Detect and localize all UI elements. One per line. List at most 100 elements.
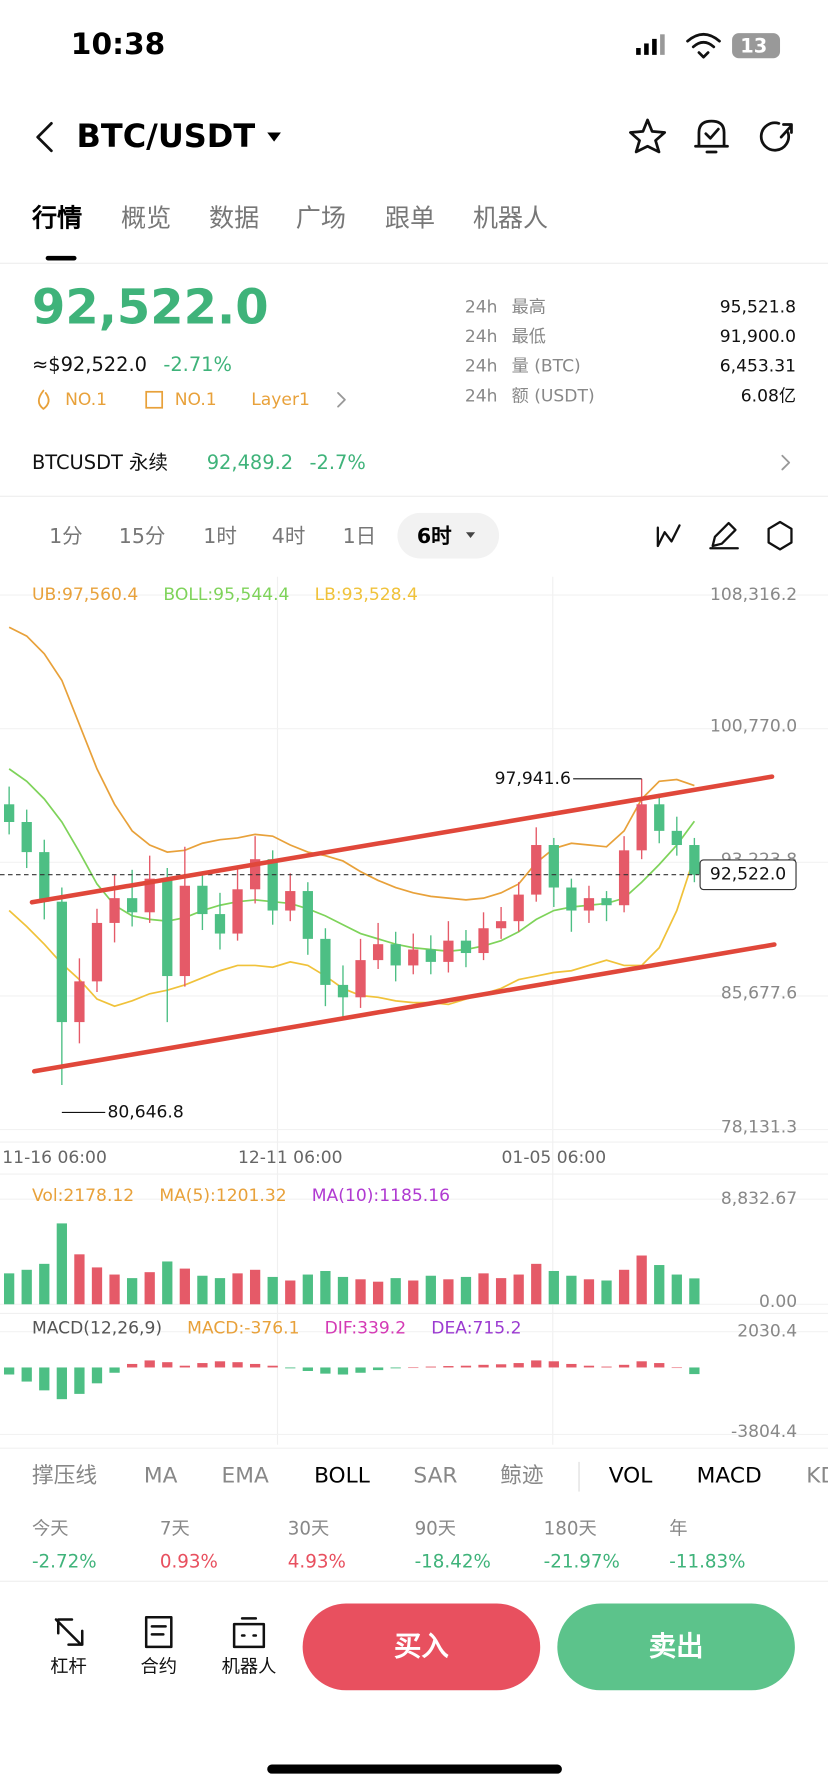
interval[interactable]: 15分 (119, 524, 166, 548)
tab[interactable]: 行情 (31, 203, 82, 232)
contract-icon[interactable] (144, 1615, 173, 1649)
interval[interactable]: 1日 (343, 524, 377, 548)
indicator[interactable]: KD (806, 1464, 828, 1489)
candle-body (460, 940, 472, 954)
share[interactable] (759, 121, 793, 152)
indicator[interactable]: BOLL (314, 1464, 370, 1489)
favorite[interactable] (629, 118, 667, 154)
perf-period: 30天 (288, 1518, 330, 1539)
candle-body (355, 960, 366, 998)
tabs: 行情 概览 数据 广场 跟单 机器人 (31, 203, 548, 232)
volume-bar (267, 1276, 278, 1305)
macd-bar (337, 1367, 349, 1375)
bot-icon[interactable] (232, 1617, 266, 1649)
indicator-icon[interactable] (656, 524, 681, 548)
tab[interactable]: 机器人 (473, 203, 548, 232)
candle-body (39, 852, 50, 902)
y-tick-label: 100,770.0 (710, 716, 797, 736)
macd-bar (425, 1366, 436, 1368)
volume-bar (337, 1276, 349, 1305)
candle-body (671, 830, 682, 846)
x-tick-label: 01-05 06:00 (502, 1148, 607, 1168)
sell-button[interactable] (557, 1603, 795, 1691)
tool-label[interactable]: 杠杆 (50, 1656, 87, 1677)
tab[interactable]: 数据 (209, 203, 259, 232)
interval[interactable]: 4时 (272, 524, 306, 548)
approx-price: ≈$92,522.0 (32, 353, 147, 376)
stat-label: 最低 (512, 327, 546, 347)
candle-body (267, 859, 278, 911)
volume-bar (162, 1261, 173, 1305)
perf-period: 今天 (32, 1518, 69, 1539)
perp-price[interactable]: 92,489.2 (207, 451, 293, 474)
indicator[interactable]: 撑压线 (32, 1464, 97, 1489)
candle-body (285, 891, 296, 911)
perp-name[interactable]: BTCUSDT 永续 (32, 451, 168, 474)
macd-bar (21, 1367, 32, 1382)
y-tick-label: -3804.4 (731, 1422, 797, 1442)
candle-body (214, 914, 226, 934)
candle-body (74, 981, 85, 1023)
settings-icon[interactable] (767, 520, 793, 551)
leverage-icon[interactable] (54, 1618, 84, 1646)
volume-bar (460, 1276, 472, 1305)
buy-label[interactable]: 买入 (394, 1632, 449, 1663)
fire-icon (37, 389, 50, 410)
candle-body (372, 944, 384, 961)
trend-lines (29, 774, 777, 1074)
indicator[interactable]: SAR (413, 1464, 457, 1489)
macd-bar (495, 1364, 507, 1368)
volume-bar (408, 1280, 419, 1305)
volume-bar (21, 1269, 32, 1305)
perf-period: 年 (669, 1518, 687, 1539)
macd-bar (162, 1362, 173, 1368)
interval[interactable]: 1分 (49, 524, 83, 548)
alert[interactable] (694, 119, 729, 154)
candle-body (109, 898, 120, 923)
stat-period: 24h (465, 297, 498, 317)
macd-bar (56, 1367, 67, 1400)
back[interactable] (36, 122, 53, 153)
candle-body (249, 859, 261, 890)
macd-bar (513, 1363, 524, 1368)
buy-button[interactable] (302, 1603, 541, 1691)
tab[interactable]: 概览 (121, 203, 171, 232)
indicator[interactable]: 鲸迹 (500, 1464, 543, 1489)
tool-label[interactable]: 机器人 (222, 1656, 277, 1677)
indicator[interactable]: VOL (609, 1464, 653, 1489)
tab[interactable]: 跟单 (385, 203, 435, 232)
pair[interactable]: BTC/USDT (77, 117, 256, 155)
macd-bar (232, 1362, 243, 1368)
volume-bar (618, 1269, 630, 1305)
indicator[interactable]: MA (144, 1464, 178, 1489)
perp-change[interactable]: -2.7% (310, 451, 366, 474)
battery (732, 33, 781, 59)
interval[interactable]: 1时 (203, 524, 237, 548)
macd-bar (408, 1367, 419, 1369)
macd-bar (566, 1363, 577, 1368)
candle-body (443, 940, 454, 962)
perf-period: 7天 (160, 1518, 190, 1539)
perf-change: 4.93% (288, 1551, 346, 1572)
tool-label[interactable]: 合约 (140, 1656, 177, 1677)
divider (0, 262, 828, 264)
indicator[interactable]: EMA (222, 1464, 269, 1489)
volume-bar (443, 1279, 454, 1305)
volume-bar (495, 1278, 507, 1305)
macd-bar (144, 1360, 155, 1368)
rank[interactable]: NO.1 (175, 390, 217, 410)
candle-body (689, 845, 700, 875)
interval[interactable]: 6时 (417, 524, 452, 548)
chevron (337, 392, 346, 408)
candle-body (583, 898, 595, 911)
pair-caret[interactable] (267, 132, 281, 142)
sell-label[interactable]: 卖出 (649, 1632, 704, 1663)
tab[interactable]: 广场 (296, 203, 346, 232)
rank[interactable]: NO.1 (65, 390, 107, 410)
candle-body (3, 804, 15, 823)
tag[interactable]: Layer1 (251, 390, 310, 410)
macd-bar (249, 1363, 261, 1368)
indicator[interactable]: MACD (697, 1464, 762, 1489)
draw-icon[interactable] (709, 521, 739, 550)
